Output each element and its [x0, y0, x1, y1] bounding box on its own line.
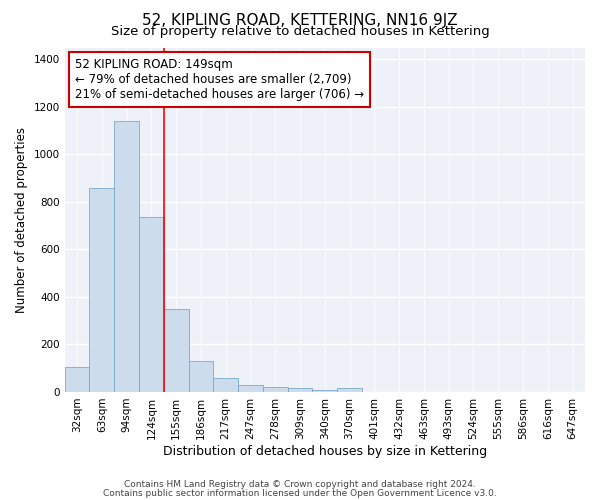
- Bar: [263, 387, 287, 392]
- Bar: [139, 218, 164, 392]
- Bar: [214, 378, 238, 392]
- Y-axis label: Number of detached properties: Number of detached properties: [15, 126, 28, 312]
- Bar: [238, 385, 263, 392]
- X-axis label: Distribution of detached houses by size in Kettering: Distribution of detached houses by size …: [163, 444, 487, 458]
- Bar: [313, 390, 337, 392]
- Text: Contains public sector information licensed under the Open Government Licence v3: Contains public sector information licen…: [103, 488, 497, 498]
- Bar: [65, 367, 89, 392]
- Bar: [164, 309, 188, 392]
- Bar: [114, 121, 139, 392]
- Bar: [287, 388, 313, 392]
- Bar: [337, 388, 362, 392]
- Text: Contains HM Land Registry data © Crown copyright and database right 2024.: Contains HM Land Registry data © Crown c…: [124, 480, 476, 489]
- Text: 52 KIPLING ROAD: 149sqm
← 79% of detached houses are smaller (2,709)
21% of semi: 52 KIPLING ROAD: 149sqm ← 79% of detache…: [75, 58, 364, 101]
- Bar: [89, 188, 114, 392]
- Text: 52, KIPLING ROAD, KETTERING, NN16 9JZ: 52, KIPLING ROAD, KETTERING, NN16 9JZ: [142, 12, 458, 28]
- Bar: [188, 361, 214, 392]
- Text: Size of property relative to detached houses in Kettering: Size of property relative to detached ho…: [110, 25, 490, 38]
